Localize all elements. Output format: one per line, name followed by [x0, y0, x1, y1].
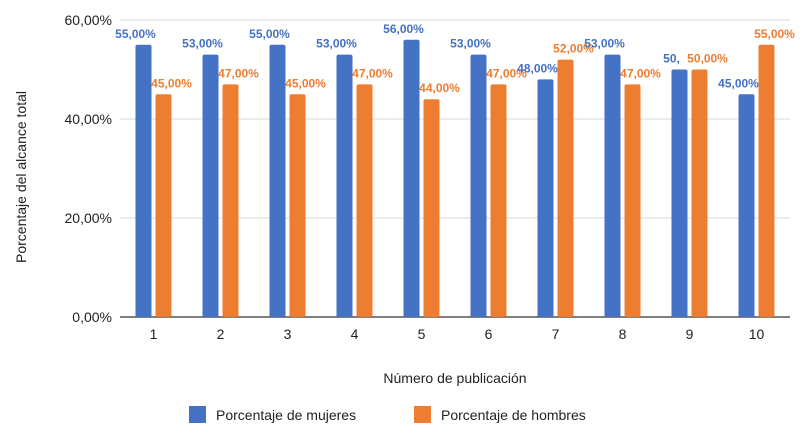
y-tick-label: 40,00% — [65, 111, 112, 127]
bar-mujeres-6 — [470, 54, 487, 318]
data-label-hombres-5: 44,00% — [419, 81, 460, 95]
legend: Porcentaje de mujeres Porcentaje de homb… — [189, 406, 586, 423]
data-label-mujeres-9: 50, — [663, 52, 680, 66]
x-tick-label: 10 — [749, 326, 765, 342]
bar-hombres-7 — [557, 59, 574, 317]
data-label-mujeres-6: 53,00% — [450, 37, 491, 51]
bar-hombres-9 — [691, 69, 708, 317]
legend-swatch-mujeres — [189, 406, 206, 423]
bar-mujeres-8 — [604, 54, 621, 318]
y-axis-ticks: 0,00% 20,00% 40,00% 60,00% — [65, 12, 112, 325]
y-tick-label: 20,00% — [65, 210, 112, 226]
y-tick-label: 60,00% — [65, 12, 112, 28]
x-tick-label: 7 — [552, 326, 560, 342]
y-tick-label: 0,00% — [72, 309, 112, 325]
data-label-mujeres-3: 55,00% — [249, 27, 290, 41]
bar-mujeres-7 — [537, 79, 554, 318]
bars — [135, 39, 775, 318]
data-label-hombres-6: 47,00% — [486, 66, 527, 80]
x-tick-label: 5 — [418, 326, 426, 342]
x-tick-label: 3 — [284, 326, 292, 342]
bar-mujeres-10 — [738, 94, 755, 317]
bar-hombres-2 — [222, 84, 239, 317]
bar-mujeres-9 — [671, 69, 688, 317]
data-label-mujeres-2: 53,00% — [182, 37, 223, 51]
bar-hombres-1 — [155, 94, 172, 317]
data-label-mujeres-1: 55,00% — [115, 27, 156, 41]
legend-swatch-hombres — [414, 406, 431, 423]
x-tick-label: 4 — [351, 326, 359, 342]
data-label-hombres-7: 52,00% — [553, 42, 594, 56]
data-label-hombres-4: 47,00% — [352, 66, 393, 80]
data-labels: 55,00% 45,00% 53,00% 47,00% 55,00% 45,00% 53,0… — [115, 22, 795, 95]
legend-label-mujeres: Porcentaje de mujeres — [216, 407, 356, 423]
x-tick-label: 2 — [217, 326, 225, 342]
data-label-mujeres-10: 45,00% — [718, 76, 759, 90]
x-tick-label: 8 — [619, 326, 627, 342]
y-axis-title: Porcentaje del alcance total — [13, 91, 29, 263]
bar-mujeres-5 — [403, 39, 420, 318]
bar-hombres-8 — [624, 84, 641, 317]
data-label-mujeres-8: 53,00% — [584, 37, 625, 51]
data-label-hombres-2: 47,00% — [218, 66, 259, 80]
data-label-hombres-9: 50,00% — [687, 52, 728, 66]
bar-hombres-10 — [758, 44, 775, 317]
bar-hombres-6 — [490, 84, 507, 317]
data-label-hombres-8: 47,00% — [620, 66, 661, 80]
x-axis-ticks: 1 2 3 4 5 6 7 8 9 10 — [150, 326, 765, 342]
x-tick-label: 6 — [485, 326, 493, 342]
bar-mujeres-4 — [336, 54, 353, 318]
legend-label-hombres: Porcentaje de hombres — [441, 407, 586, 423]
x-tick-label: 9 — [686, 326, 694, 342]
bar-mujeres-1 — [135, 44, 152, 317]
data-label-hombres-1: 45,00% — [151, 76, 192, 90]
bar-hombres-5 — [423, 99, 440, 317]
x-tick-label: 1 — [150, 326, 158, 342]
bar-mujeres-3 — [269, 44, 286, 317]
bar-hombres-3 — [289, 94, 306, 317]
bar-hombres-4 — [356, 84, 373, 317]
data-label-hombres-3: 45,00% — [285, 76, 326, 90]
data-label-hombres-10: 55,00% — [754, 27, 795, 41]
x-axis-title: Número de publicación — [383, 370, 526, 386]
data-label-mujeres-5: 56,00% — [383, 22, 424, 36]
data-label-mujeres-4: 53,00% — [316, 37, 357, 51]
bar-mujeres-2 — [202, 54, 219, 318]
data-label-mujeres-7: 48,00% — [517, 61, 558, 75]
